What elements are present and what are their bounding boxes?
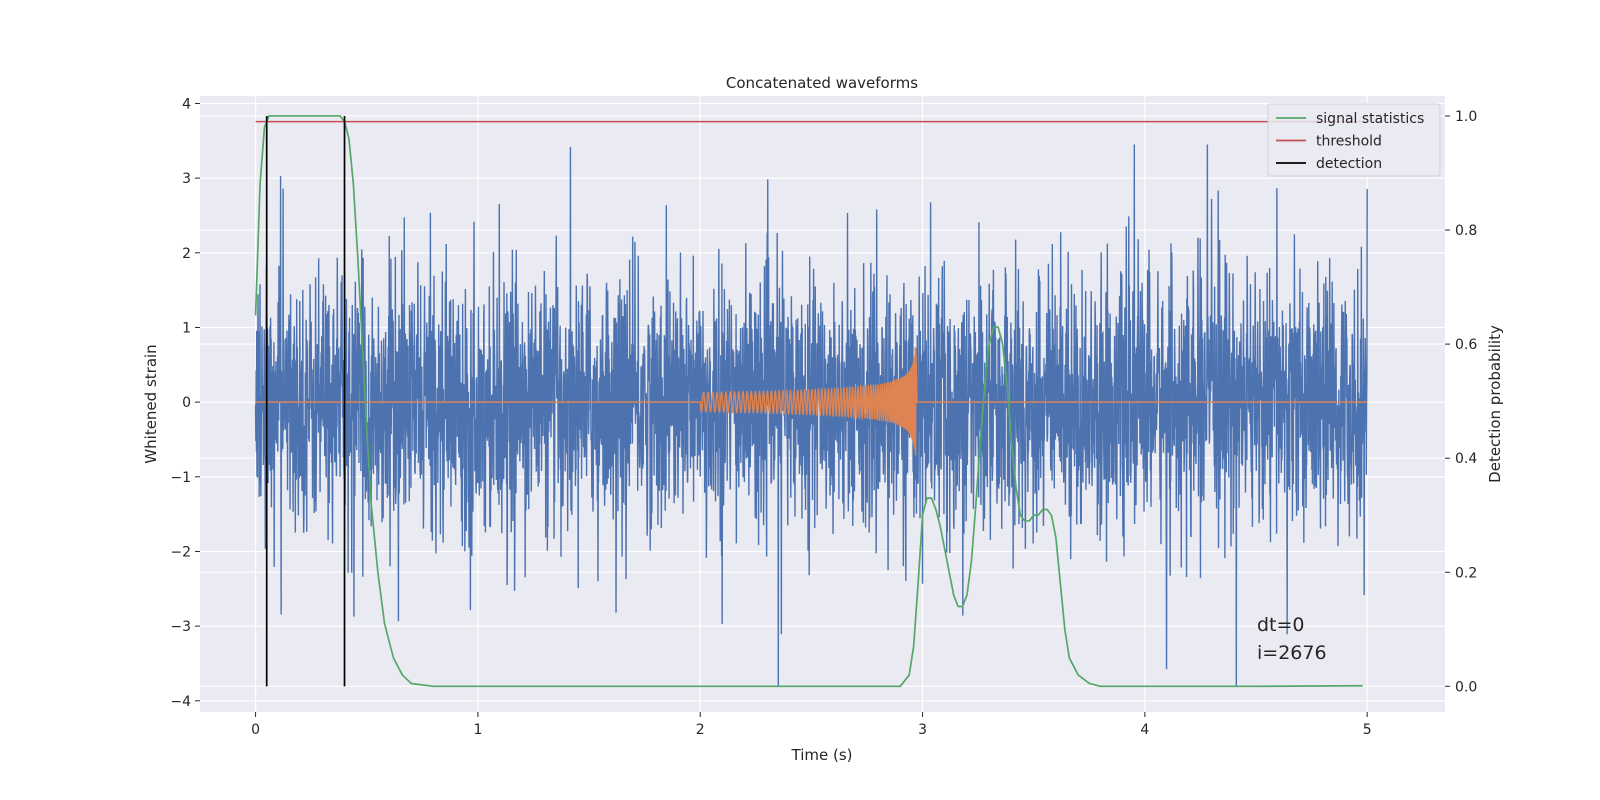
right-y-tick-label: 0.4 xyxy=(1455,451,1477,467)
left-y-axis-label: Whitened strain xyxy=(142,344,160,463)
left-y-tick-label: 3 xyxy=(182,171,191,187)
chart-title: Concatenated waveforms xyxy=(726,74,918,92)
right-y-tick-label: 0.6 xyxy=(1455,337,1477,353)
right-y-tick-label: 1.0 xyxy=(1455,109,1477,125)
x-tick-label: 5 xyxy=(1363,722,1372,738)
left-y-tick-label: 2 xyxy=(182,246,191,262)
right-y-tick-label: 0.8 xyxy=(1455,223,1477,239)
detection-series xyxy=(265,115,346,687)
x-tick-label: 1 xyxy=(473,722,482,738)
left-y-tick-label: −4 xyxy=(170,694,191,710)
left-y-axis-ticks: 4 3 2 1 0 −1 −2 −3 −4 xyxy=(170,96,200,710)
left-y-tick-label: 4 xyxy=(182,96,191,112)
left-y-tick-label: −2 xyxy=(170,544,191,560)
legend-entry-label: detection xyxy=(1316,156,1382,172)
legend-entry-label: signal statistics xyxy=(1316,111,1424,127)
annotation-text: i=2676 xyxy=(1257,642,1327,664)
injected-waveform-series xyxy=(255,347,1368,456)
signal-statistics-line xyxy=(254,115,1363,688)
annotation-box: dt=0 i=2676 xyxy=(1257,614,1327,664)
legend-entry-label: threshold xyxy=(1316,134,1382,150)
strain-series xyxy=(254,144,1368,686)
right-y-tick-label: 0.2 xyxy=(1455,565,1477,581)
x-tick-label: 0 xyxy=(251,722,260,738)
legend: signal statistics threshold detection xyxy=(1267,103,1441,177)
x-tick-label: 4 xyxy=(1140,722,1149,738)
legend-frame xyxy=(1267,103,1441,177)
right-y-tick-label: 0.0 xyxy=(1455,679,1477,695)
left-y-tick-label: 1 xyxy=(182,320,191,336)
injected-waveform-line xyxy=(255,347,1368,456)
right-y-axis-label: Detection probability xyxy=(1486,325,1504,483)
signal-statistics-series xyxy=(254,115,1363,688)
left-y-tick-label: 0 xyxy=(182,395,191,411)
x-tick-label: 2 xyxy=(696,722,705,738)
left-y-tick-label: −3 xyxy=(170,619,191,635)
x-axis-ticks: 0 1 2 3 4 5 xyxy=(251,712,1372,738)
annotation-text: dt=0 xyxy=(1257,614,1305,636)
x-axis-label: Time (s) xyxy=(791,746,853,764)
left-y-tick-label: −1 xyxy=(170,470,191,486)
strain-line xyxy=(254,144,1368,686)
x-tick-label: 3 xyxy=(918,722,927,738)
right-y-axis-ticks: 1.0 0.8 0.6 0.4 0.2 0.0 xyxy=(1445,109,1477,695)
